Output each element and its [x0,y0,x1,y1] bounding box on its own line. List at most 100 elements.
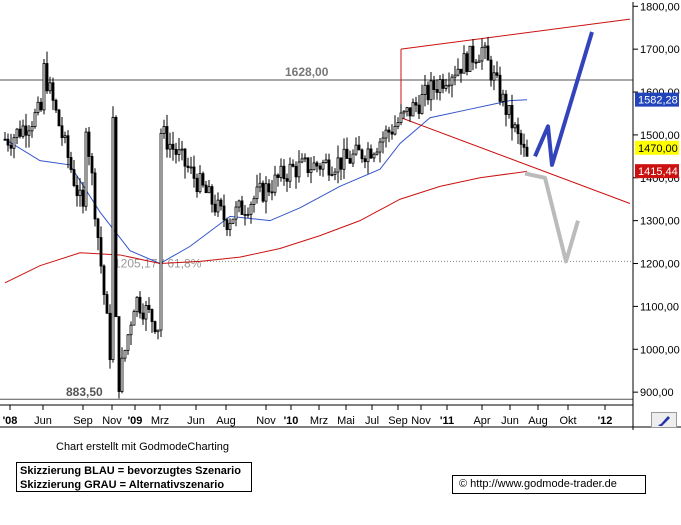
candle-body [393,125,397,135]
candle-body [339,157,343,170]
candle-body [162,126,166,134]
candle-body [177,149,181,155]
candle-body [399,112,403,123]
candle-body [465,53,469,72]
candle-body [516,124,520,134]
candle-body [144,304,148,320]
candle-body [24,125,28,136]
candle-body [123,349,127,359]
candle-body [195,177,199,193]
candle-body [117,316,121,392]
candle-body [111,117,115,361]
price-badge [635,140,679,155]
candle-body [15,128,19,139]
candle-body [84,131,88,207]
candle-body [348,158,352,164]
price-badge-label: 1582,28 [638,95,678,107]
candle-body [150,309,154,322]
candle-body [240,200,244,215]
candle-body [30,126,34,132]
candle-body [333,171,337,175]
candle-body [426,84,430,101]
candle-body [267,183,271,193]
candle-body [192,166,196,179]
candle-body [36,101,40,113]
candle-body [525,146,529,157]
moving-average-short [4,99,528,265]
candle-body [390,131,394,135]
candle-body [312,162,316,171]
candle-body [198,173,202,193]
candle-body [237,200,241,208]
source-url[interactable]: © http://www.godmode-trader.de [452,475,646,494]
candle-body [384,129,388,139]
candle-body [189,166,193,169]
candle-body [402,110,406,114]
candle-body [396,122,400,127]
candle-body [66,135,70,158]
level-label: 1628,00 [285,65,329,79]
price-badge-label: 1415,44 [638,166,678,178]
x-tick-label: Jun [501,415,519,427]
candle-body [168,143,172,150]
candle-body [33,112,37,127]
scenario-gray-path [524,171,580,264]
candle-body [57,109,61,127]
candle-body [483,45,487,49]
candle-body [291,163,295,167]
candle-body [99,237,103,267]
candle-body [159,133,163,331]
candle-body [78,189,82,197]
candle-body [126,334,130,351]
candle-body [141,312,145,320]
candle-body [297,161,301,178]
x-tick-label: Jul [365,415,379,427]
candle-body [300,158,304,163]
candle-body [48,82,52,92]
candle-body [498,74,502,102]
candle-body [180,148,184,151]
lower-trend-line [400,117,631,204]
y-tick-label: 1500,00 [640,130,680,142]
candle-body [414,102,418,106]
candle-body [252,198,256,205]
candle-body [492,72,496,81]
price-badge-label: 1470,00 [638,143,678,155]
corner-pen-icon[interactable] [651,412,677,428]
x-tick-label: '11 [440,415,454,427]
candle-body [522,143,526,148]
x-tick-label: Jun [187,415,205,427]
candle-body [459,68,463,74]
candle-body [81,189,85,207]
candle-body [489,59,493,81]
x-tick-label: '12 [598,415,613,427]
candle-body [282,165,286,180]
candle-body [330,174,334,176]
candle-body [318,165,322,170]
candle-body [510,105,514,129]
candle-body [225,219,229,231]
candle-body [243,214,247,216]
y-tick-label: 1800,00 [640,1,680,13]
candle-body [228,222,232,231]
candle-body [108,312,112,361]
candle-body [468,45,472,72]
candle-body [324,159,328,163]
candle-body [63,135,67,139]
candle-body [72,169,76,186]
candle-body [504,93,508,115]
x-tick-label: Jun [34,415,52,427]
candle-body [255,186,259,200]
candle-body [513,124,517,129]
candle-body [327,159,331,176]
x-tick-label: Mrz [310,415,328,427]
candle-body [27,130,31,136]
candle-body [54,99,58,111]
candle-body [114,117,118,318]
candle-body [375,151,379,155]
candle-body [357,144,361,151]
candle-body [51,82,55,101]
x-tick-label: Okt [559,415,576,427]
candle-body [135,296,139,313]
